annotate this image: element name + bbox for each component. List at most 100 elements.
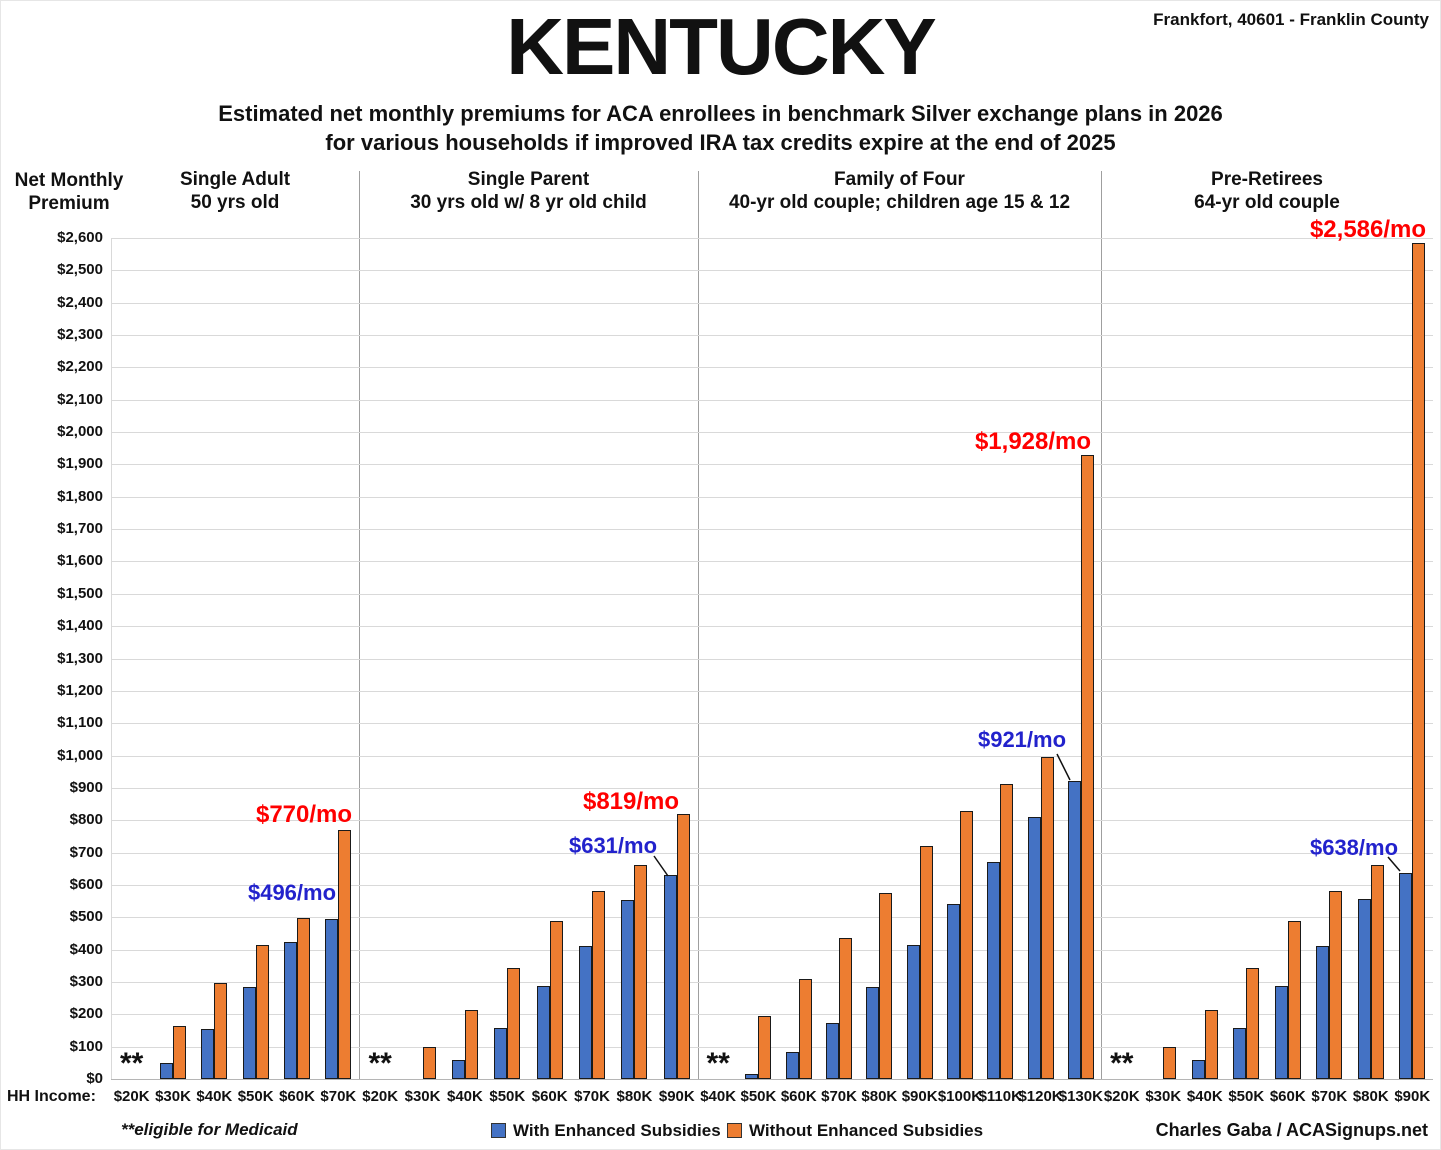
chart-subtitle-line2: for various households if improved IRA t… [325, 130, 1116, 155]
gridline [111, 917, 1433, 919]
bar-with-enhanced-subsidies [160, 1062, 173, 1079]
gridline [111, 335, 1433, 337]
x-axis-tick-label: $90K [1394, 1088, 1431, 1105]
gridline [111, 367, 1433, 369]
bar-without-enhanced-subsidies [464, 1010, 478, 1079]
y-axis-tick-label: $1,700 [57, 520, 103, 538]
gridline [111, 981, 1433, 983]
bar-without-enhanced-subsidies [1080, 455, 1094, 1079]
y-axis-tick-label: $1,800 [57, 487, 103, 505]
x-axis-tick-label: $80K [1352, 1088, 1389, 1105]
x-axis-tick-label: $40K [196, 1088, 233, 1105]
bar-without-enhanced-subsidies [1204, 1010, 1218, 1079]
bar-without-enhanced-subsidies [214, 982, 228, 1079]
x-axis-tick-label: $110K [978, 1088, 1022, 1105]
y-axis-tick-label: $1,600 [57, 552, 103, 570]
gridline [111, 690, 1433, 692]
annotation-family-with: $921/mo [977, 727, 1067, 752]
bar-with-enhanced-subsidies [1233, 1027, 1247, 1079]
y-axis-tick-label: $2,400 [57, 293, 103, 311]
y-axis-tick-label: $2,200 [57, 358, 103, 376]
y-axis-label-line1: Net Monthly [14, 170, 124, 191]
bar-with-enhanced-subsidies [451, 1059, 465, 1079]
medicaid-footnote: **eligible for Medicaid [121, 1120, 298, 1139]
bar-without-enhanced-subsidies [1000, 783, 1014, 1079]
x-axis-baseline [111, 1079, 1433, 1080]
annotation-pre-retirees-with: $638/mo [1309, 835, 1399, 860]
x-axis-tick-label: $80K [616, 1088, 653, 1105]
gridline [111, 529, 1433, 531]
x-axis-tick-label: $40K [1186, 1088, 1223, 1105]
y-axis-tick-label: $2,100 [57, 390, 103, 408]
y-axis-tick-label: $500 [69, 908, 103, 926]
y-axis-label: Net Monthly Premium [1, 169, 137, 215]
bar-with-enhanced-subsidies [1191, 1059, 1205, 1079]
y-axis-tick-label: $1,500 [57, 584, 103, 602]
x-axis-tick-label: $20K [362, 1088, 399, 1105]
bar-with-enhanced-subsidies [494, 1027, 508, 1079]
x-axis-tick-label: $50K [740, 1088, 777, 1105]
gridline [111, 496, 1433, 498]
bar-without-enhanced-subsidies [507, 968, 521, 1079]
bar-without-enhanced-subsidies [919, 846, 933, 1079]
bar-without-enhanced-subsidies [1246, 968, 1260, 1079]
x-axis-tick-label: $100K [937, 1088, 983, 1105]
panel-divider [359, 171, 360, 1079]
bar-without-enhanced-subsidies [798, 978, 812, 1079]
legend-label: With Enhanced Subsidies [513, 1121, 721, 1140]
legend-item-with-subsidies: With Enhanced Subsidies [491, 1121, 721, 1141]
y-axis-label-line2: Premium [28, 193, 110, 214]
bar-without-enhanced-subsidies [959, 810, 973, 1079]
x-axis-tick-label: $50K [489, 1088, 526, 1105]
legend-label: Without Enhanced Subsidies [749, 1121, 984, 1140]
legend-swatch-orange [727, 1123, 742, 1138]
bar-without-enhanced-subsidies [1163, 1046, 1177, 1079]
bar-with-enhanced-subsidies [1316, 945, 1330, 1079]
x-axis-tick-label: $40K [447, 1088, 483, 1105]
x-axis-tick-label: $70K [1311, 1088, 1348, 1105]
y-axis-tick-label: $300 [69, 972, 103, 990]
y-axis-tick-label: $800 [69, 811, 103, 829]
y-axis-tick-label: $1,100 [57, 714, 103, 732]
y-axis-tick-label: $900 [69, 778, 103, 796]
y-axis-tick-label: $1,900 [57, 455, 103, 473]
y-axis-tick-label: $700 [69, 843, 103, 861]
x-axis-tick-label: $30K [155, 1088, 191, 1105]
bar-with-enhanced-subsidies [242, 986, 256, 1079]
bar-without-enhanced-subsidies [676, 814, 690, 1079]
y-axis-tick-label: $2,500 [57, 261, 103, 279]
bar-with-enhanced-subsidies [946, 904, 960, 1079]
x-axis-tick-label: $60K [279, 1088, 315, 1105]
gridline [111, 1046, 1433, 1048]
medicaid-asterisks: ** [706, 1047, 730, 1080]
x-axis-tick-label: $50K [1228, 1088, 1265, 1105]
bar-with-enhanced-subsidies [1357, 899, 1371, 1079]
gridline [111, 238, 1433, 239]
location-label: Frankfort, 40601 - Franklin County [1153, 10, 1429, 29]
gridline [111, 949, 1433, 951]
bar-without-enhanced-subsidies [1287, 921, 1301, 1079]
bar-with-enhanced-subsidies [284, 942, 297, 1079]
panel-title-family-of-four: Family of Four 40-yr old couple; childre… [728, 169, 1071, 213]
bar-without-enhanced-subsidies [1329, 891, 1343, 1079]
annotation-pre-retirees-without: $2,586/mo [1309, 216, 1427, 243]
bar-without-enhanced-subsidies [879, 893, 893, 1079]
annotation-family-without: $1,928/mo [974, 428, 1092, 455]
bar-without-enhanced-subsidies [297, 918, 310, 1079]
bar-with-enhanced-subsidies [536, 986, 550, 1079]
bar-without-enhanced-subsidies [1370, 864, 1384, 1079]
gridline [111, 884, 1433, 886]
x-axis-tick-label: $60K [531, 1088, 568, 1105]
bar-without-enhanced-subsidies [592, 891, 606, 1079]
x-axis-tick-label: $70K [320, 1088, 357, 1105]
legend-item-without-subsidies: Without Enhanced Subsidies [727, 1121, 983, 1141]
bar-without-enhanced-subsidies [839, 937, 853, 1079]
bar-without-enhanced-subsidies [173, 1025, 186, 1079]
x-axis-tick-label: $40K [700, 1088, 737, 1105]
bar-with-enhanced-subsidies [745, 1074, 759, 1079]
x-axis-tick-label: $20K [1103, 1088, 1140, 1105]
gridline [111, 561, 1433, 563]
chart-subtitle-line1: Estimated net monthly premiums for ACA e… [218, 101, 1223, 126]
y-axis-tick-label: $400 [69, 940, 103, 958]
